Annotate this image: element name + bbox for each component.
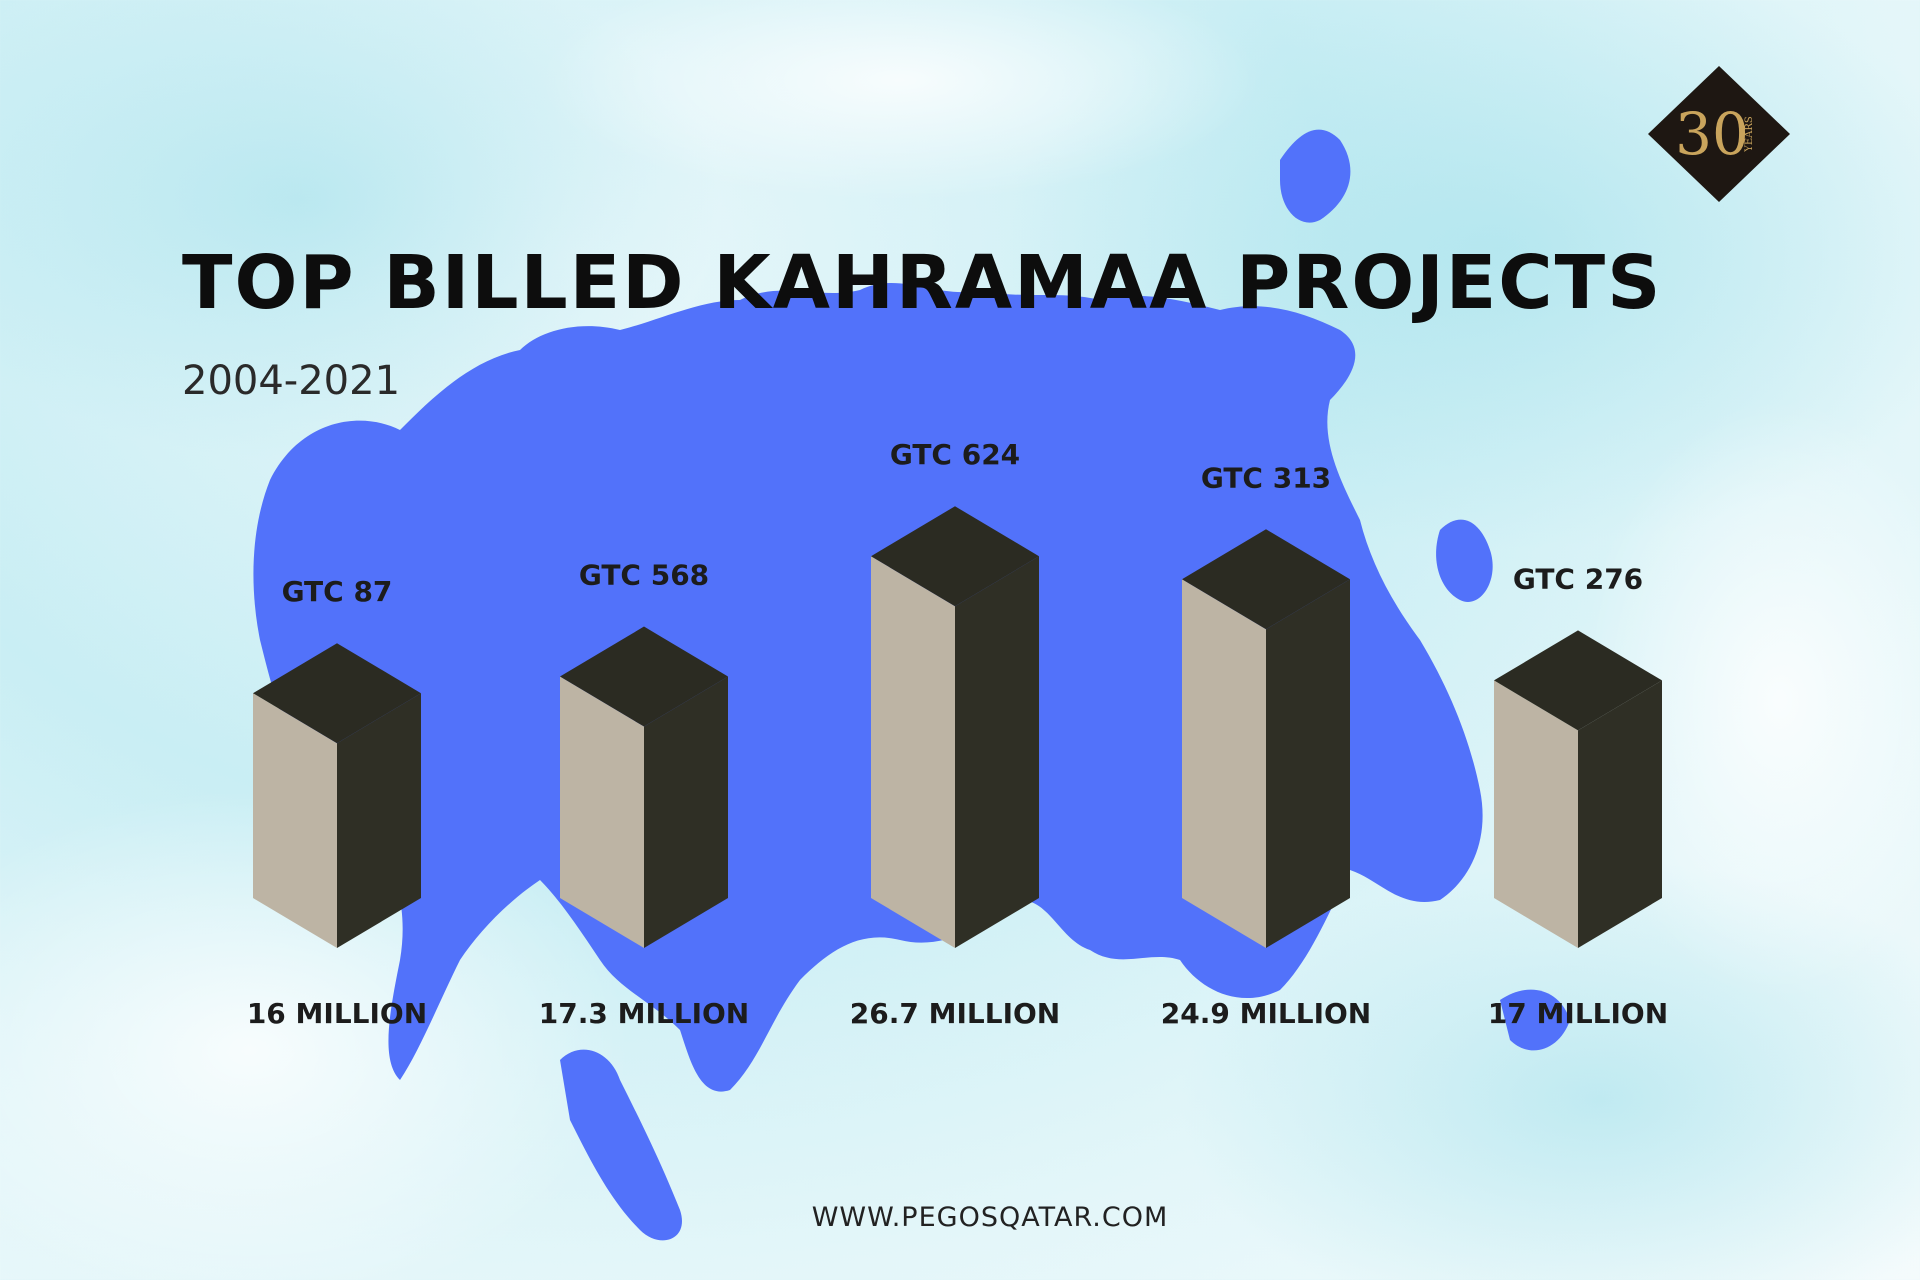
chart-title: TOP BILLED KAHRAMAA PROJECTS [182,240,1663,326]
bar-2 [560,626,728,948]
value-label: 17.3 MILLION [539,997,749,1030]
bar-front-face [871,556,955,948]
logo-numeral: 30 [1675,100,1749,168]
category-label: GTC 568 [579,559,709,592]
bar-front-face [253,693,337,948]
bar-top-face [253,643,421,744]
bar-1 [253,643,421,948]
value-label: 24.9 MILLION [1161,997,1371,1030]
bar-side-face [337,693,421,948]
bar-top-face [1182,529,1350,630]
map-island-north [1280,129,1351,223]
map-island-east [1436,519,1493,602]
bar-3 [871,506,1039,948]
logo-caption: YEARS [1744,116,1755,153]
bar-front-face [1494,680,1578,948]
bar-top-face [871,506,1039,607]
map-peninsula-south [560,1049,682,1241]
value-label: 26.7 MILLION [850,997,1060,1030]
category-label: GTC 624 [890,438,1020,471]
map-island-southeast [1500,989,1570,1051]
chart-subtitle: 2004-2021 [182,358,401,404]
bar-side-face [644,676,728,948]
value-label: 16 MILLION [247,997,427,1030]
bar-front-face [1182,579,1266,948]
bar-top-face [560,626,728,727]
bar-front-face [560,676,644,948]
category-label: GTC 313 [1201,461,1331,494]
bar-4 [1182,529,1350,948]
category-label: GTC 276 [1513,562,1643,595]
bar-side-face [1266,579,1350,948]
website-url[interactable]: WWW.PEGOSQATAR.COM [811,1202,1169,1233]
bar-top-face [1494,630,1662,731]
bar-5 [1494,630,1662,948]
value-label: 17 MILLION [1488,997,1668,1030]
bar-side-face [1578,680,1662,948]
thirty-years-logo: 30 YEARS [1648,66,1790,202]
category-label: GTC 87 [282,575,393,608]
bar-side-face [955,556,1039,948]
